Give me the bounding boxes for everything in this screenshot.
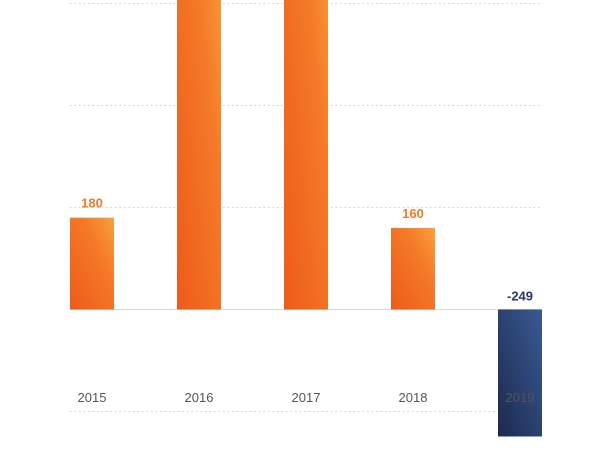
bar-2018 <box>391 227 435 310</box>
bars <box>70 0 542 437</box>
value-label-2015: 180 <box>81 196 103 211</box>
bar-2017 <box>284 0 328 310</box>
x-tick-label-2018: 2018 <box>399 390 428 405</box>
bar-2019 <box>498 309 542 437</box>
bar-2016 <box>177 0 221 310</box>
value-labels: 180771835160-249 <box>81 196 533 304</box>
value-label-2019: -249 <box>507 289 533 304</box>
x-tick-label-2015: 2015 <box>78 390 107 405</box>
x-axis-tick-labels: 2015 2016 2017 2018 2019 <box>78 390 535 405</box>
value-label-2018: 160 <box>402 206 424 221</box>
x-tick-label-2016: 2016 <box>185 390 214 405</box>
x-tick-label-2017: 2017 <box>292 390 321 405</box>
bar-2015 <box>70 217 114 310</box>
x-tick-label-2019: 2019 <box>506 390 535 405</box>
